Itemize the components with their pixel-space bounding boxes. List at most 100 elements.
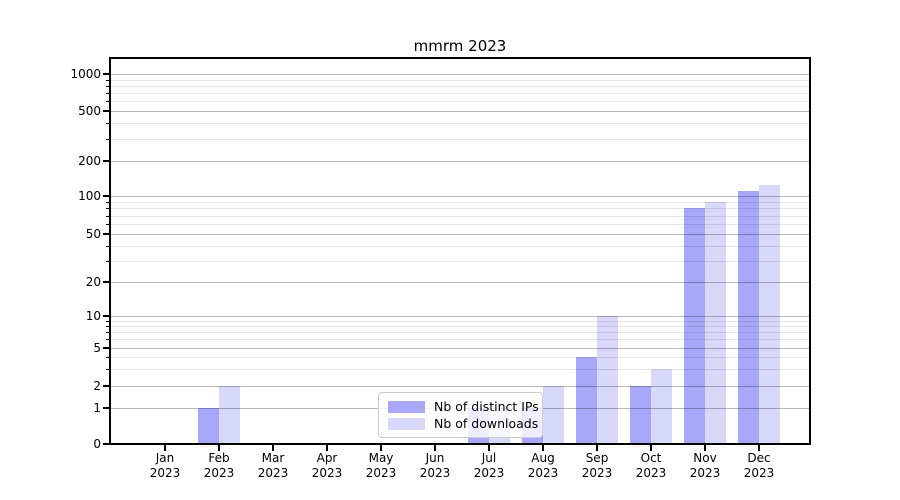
gridline-minor (110, 79, 810, 81)
bar-downloads-10 (705, 201, 726, 444)
gridline-minor (110, 138, 810, 140)
bar-downloads-11 (759, 184, 780, 444)
gridline-major (110, 111, 810, 112)
x-tick-label: Jan 2023 (138, 451, 192, 481)
y-tick-label: 10 (85, 309, 101, 323)
x-tick-label-line: Dec (747, 451, 771, 465)
x-tick-label: Dec 2023 (732, 451, 786, 481)
y-minor-tick-mark (106, 208, 110, 210)
x-tick-label-line: Aug (531, 451, 555, 465)
x-tick-label-line: 2023 (257, 466, 289, 480)
x-tick-label-line: 2023 (203, 466, 235, 480)
y-minor-tick-mark (106, 339, 110, 341)
x-tick-label: Nov 2023 (678, 451, 732, 481)
legend-label-distinct-ips: Nb of distinct IPs (434, 399, 539, 414)
bar-downloads-7 (543, 385, 564, 444)
gridline-minor (110, 339, 810, 341)
gridline-minor (110, 201, 810, 203)
x-tick-mark (650, 445, 652, 451)
y-minor-tick-mark (106, 224, 110, 225)
bar-distinct-ips-9 (630, 385, 651, 444)
y-minor-tick-mark (106, 101, 110, 103)
legend-item-distinct-ips: Nb of distinct IPs (388, 399, 539, 414)
y-minor-tick-mark (106, 201, 110, 203)
gridline-minor (110, 320, 810, 322)
gridline-minor (110, 85, 810, 87)
x-tick-label: Jul 2023 (462, 451, 516, 481)
x-tick-label-line: 2023 (743, 466, 775, 480)
gridline-minor (110, 123, 810, 125)
y-minor-tick-mark (106, 79, 110, 81)
y-tick-label: 0 (93, 437, 101, 451)
chart-title: mmrm 2023 (413, 37, 507, 55)
y-tick-mark (103, 407, 110, 409)
y-tick-mark (103, 73, 110, 75)
bar-downloads-8 (597, 316, 618, 444)
x-tick-label-line: Feb (208, 451, 230, 465)
x-tick-label-line: Apr (316, 451, 338, 465)
x-tick-label-line: 2023 (149, 466, 181, 480)
x-tick-mark (596, 445, 598, 451)
gridline-major (110, 282, 810, 283)
y-tick-mark (103, 443, 110, 445)
y-tick-mark (103, 195, 110, 197)
bar-distinct-ips-1 (198, 408, 219, 444)
x-tick-label: Jun 2023 (408, 451, 462, 481)
gridline-minor (110, 368, 810, 370)
y-minor-tick-mark (106, 326, 110, 328)
plot-spine-top (109, 57, 811, 59)
y-minor-tick-mark (106, 123, 110, 125)
legend-item-downloads: Nb of downloads (388, 416, 538, 431)
x-tick-label: Oct 2023 (624, 451, 678, 481)
plot-spine-right (809, 57, 811, 445)
gridline-minor (110, 208, 810, 210)
gridline-minor (110, 245, 810, 247)
x-tick-label-line: 2023 (473, 466, 505, 480)
bar-distinct-ips-8 (576, 356, 597, 444)
legend: Nb of distinct IPs Nb of downloads (378, 392, 543, 438)
x-tick-label-line: 2023 (581, 466, 613, 480)
y-minor-tick-mark (106, 260, 110, 262)
gridline-major (110, 161, 810, 162)
x-tick-label: May 2023 (354, 451, 408, 481)
x-tick-label: Feb 2023 (192, 451, 246, 481)
x-tick-label-line: 2023 (419, 466, 451, 480)
legend-swatch-downloads (388, 417, 425, 430)
y-tick-label: 20 (85, 275, 101, 289)
x-tick-mark (164, 445, 166, 451)
legend-label-downloads: Nb of downloads (434, 416, 539, 431)
legend-swatch-distinct-ips (388, 400, 425, 413)
y-minor-tick-mark (106, 215, 110, 217)
y-tick-label: 500 (78, 104, 101, 118)
y-minor-tick-mark (106, 368, 110, 370)
x-tick-mark (326, 445, 328, 451)
x-tick-label-line: May (368, 451, 394, 465)
gridline-minor (110, 356, 810, 358)
gridline-major (110, 385, 810, 387)
bar-distinct-ips-11 (738, 191, 759, 444)
x-tick-label: Sep 2023 (570, 451, 624, 481)
y-tick-label: 1 (93, 401, 101, 415)
y-minor-tick-mark (106, 85, 110, 87)
x-tick-label-line: Mar (261, 451, 285, 465)
gridline-minor (110, 224, 810, 225)
x-tick-mark (218, 445, 220, 451)
gridline-minor (110, 215, 810, 217)
x-tick-mark (758, 445, 760, 451)
plot-spine-left (109, 57, 111, 445)
y-tick-mark (103, 315, 110, 317)
x-tick-label: Aug 2023 (516, 451, 570, 481)
x-tick-mark (542, 445, 544, 451)
x-tick-label-line: Jul (481, 451, 497, 465)
x-tick-label-line: 2023 (635, 466, 667, 480)
y-tick-mark (103, 233, 110, 235)
gridline-minor (110, 326, 810, 328)
y-minor-tick-mark (106, 332, 110, 334)
gridline-major (110, 196, 810, 197)
gridline-minor (110, 260, 810, 262)
x-tick-label-line: Jun (425, 451, 445, 465)
bar-distinct-ips-10 (684, 208, 705, 444)
